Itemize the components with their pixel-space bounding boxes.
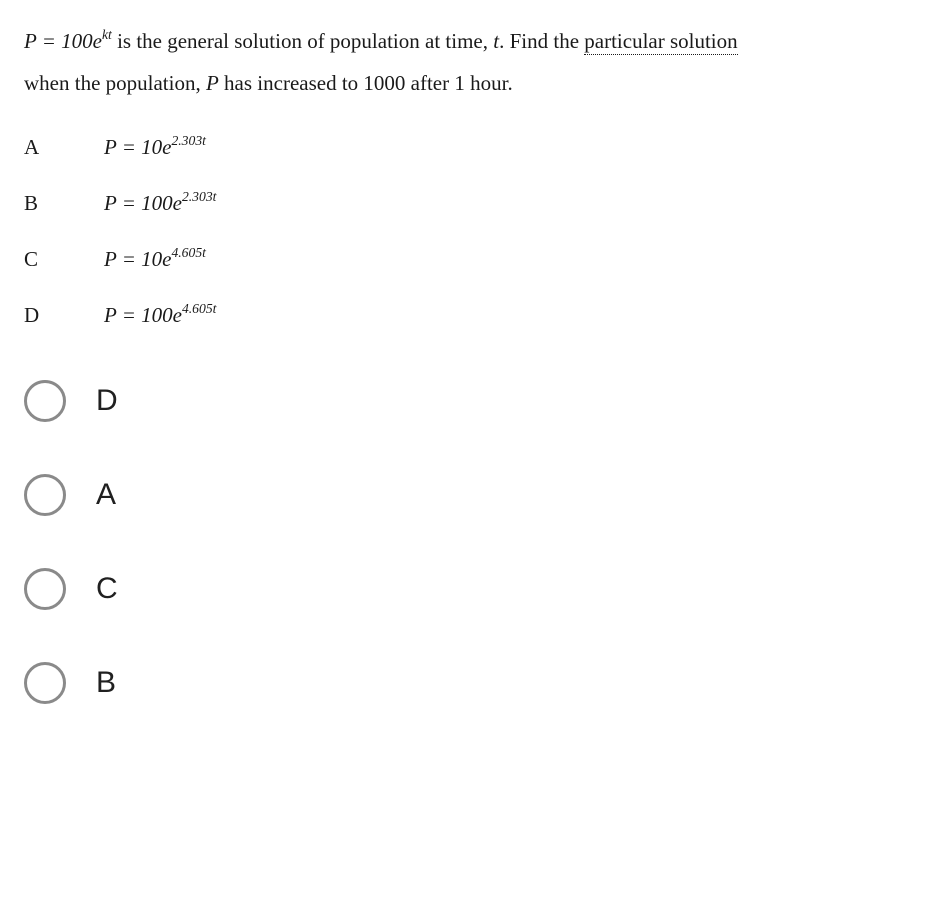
radio-circle-icon [24, 380, 66, 422]
radio-list: D A C B [24, 380, 917, 704]
formula-lead-exp: kt [102, 27, 112, 42]
radio-circle-icon [24, 662, 66, 704]
radio-label: C [96, 572, 118, 606]
q-line2-b: has increased to 1000 after 1 hour. [219, 71, 513, 95]
q-line2-a: when the population, [24, 71, 206, 95]
choice-row-b: B P = 100e2.303t [24, 190, 917, 216]
choice-row-d: D P = 100e4.605t [24, 302, 917, 328]
choice-row-c: C P = 10e4.605t [24, 246, 917, 272]
radio-option-b[interactable]: B [24, 662, 917, 704]
choice-row-a: A P = 10e2.303t [24, 134, 917, 160]
radio-circle-icon [24, 474, 66, 516]
choices-block: A P = 10e2.303t B P = 100e2.303t C P = 1… [24, 134, 917, 328]
question-text: P = 100ekt is the general solution of po… [24, 20, 917, 104]
choice-formula: P = 10e4.605t [104, 246, 206, 272]
radio-option-d[interactable]: D [24, 380, 917, 422]
q-var-p: P [206, 71, 219, 95]
choice-letter: B [24, 191, 104, 216]
radio-label: B [96, 666, 116, 700]
radio-option-c[interactable]: C [24, 568, 917, 610]
formula-lead: P = 100e [24, 29, 102, 53]
choice-formula: P = 10e2.303t [104, 134, 206, 160]
choice-letter: D [24, 303, 104, 328]
q-text-1: is the general solution of population at… [112, 29, 493, 53]
choice-letter: A [24, 135, 104, 160]
choice-formula: P = 100e2.303t [104, 190, 216, 216]
radio-label: A [96, 478, 116, 512]
choice-letter: C [24, 247, 104, 272]
radio-circle-icon [24, 568, 66, 610]
q-text-2: . Find the [499, 29, 584, 53]
radio-label: D [96, 384, 118, 418]
q-underlined: particular solution [584, 29, 737, 55]
choice-formula: P = 100e4.605t [104, 302, 216, 328]
radio-option-a[interactable]: A [24, 474, 917, 516]
